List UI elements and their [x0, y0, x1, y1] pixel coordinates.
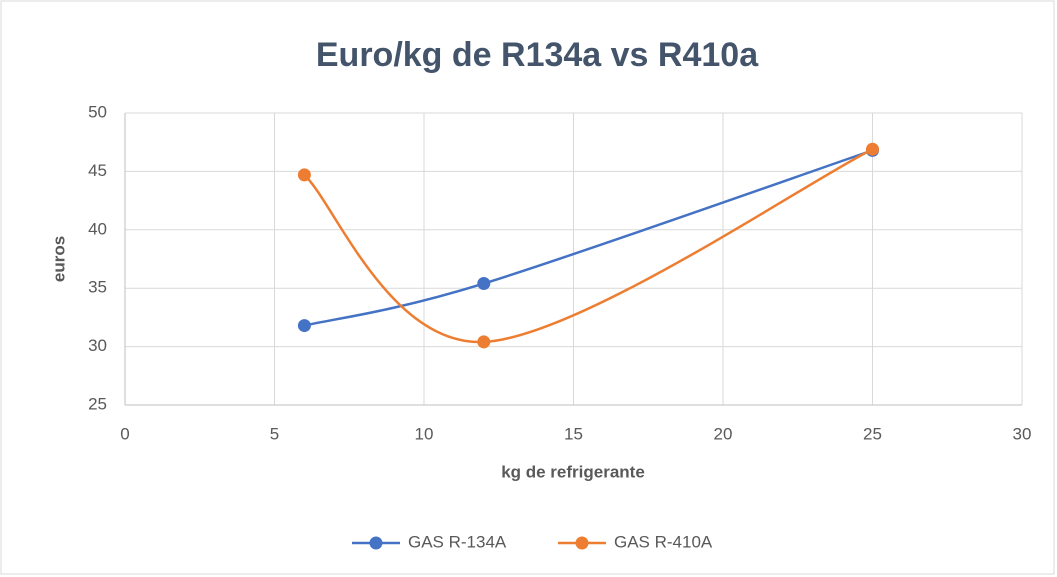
y-tick-label: 40 [88, 219, 107, 238]
x-tick-label: 5 [270, 424, 279, 443]
marker [477, 335, 491, 349]
legend-label: GAS R-134A [408, 532, 507, 551]
marker [297, 319, 311, 333]
y-tick-label: 25 [88, 394, 107, 413]
x-tick-label: 20 [714, 424, 733, 443]
y-tick-label: 35 [88, 278, 107, 297]
legend-label: GAS R-410A [614, 532, 713, 551]
marker [477, 277, 491, 291]
marker [297, 168, 311, 182]
series-line [304, 149, 873, 327]
x-axis-label: kg de refrigerante [501, 462, 645, 481]
x-tick-label: 10 [415, 424, 434, 443]
chart-title: Euro/kg de R134a vs R410a [316, 36, 759, 74]
series-line [303, 148, 874, 344]
y-axis-label: euros [49, 236, 68, 282]
x-tick-label: 15 [564, 424, 583, 443]
marker [866, 142, 879, 156]
x-tick-label: 0 [120, 424, 129, 443]
legend-marker [369, 536, 383, 550]
x-tick-label: 30 [1013, 424, 1032, 443]
y-tick-label: 45 [88, 161, 107, 180]
y-tick-label: 50 [88, 102, 107, 121]
y-tick-label: 30 [88, 336, 107, 355]
x-tick-label: 25 [863, 424, 882, 443]
legend-marker [575, 536, 589, 550]
